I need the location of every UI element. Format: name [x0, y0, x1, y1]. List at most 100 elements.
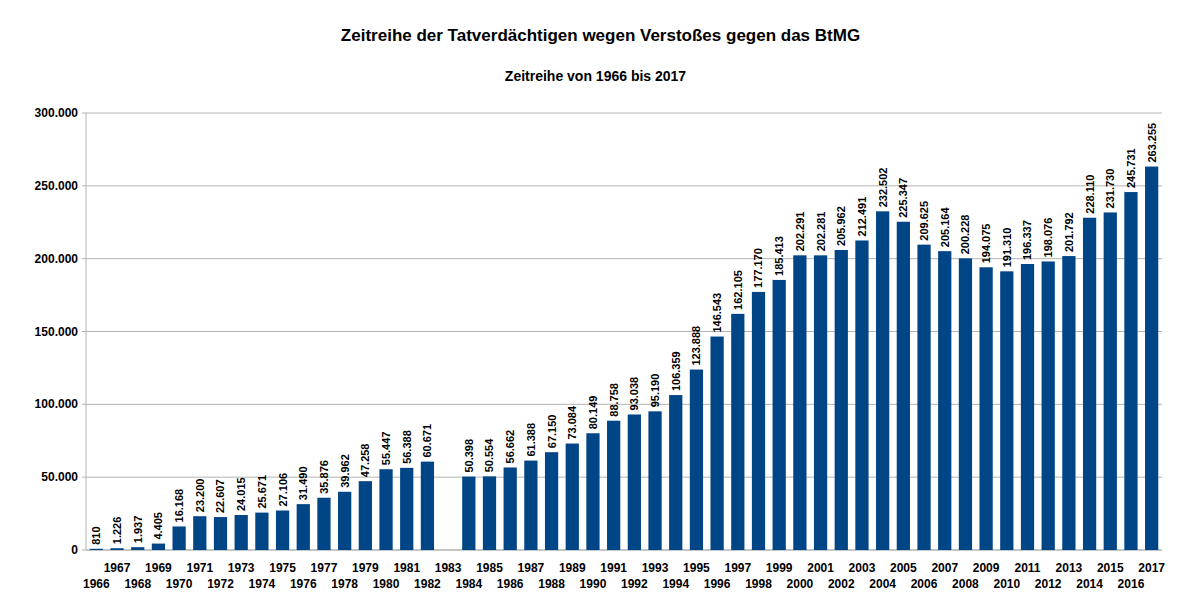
data-label: 810 [90, 526, 102, 544]
bar [586, 433, 599, 550]
x-tick-label: 1997 [724, 561, 751, 575]
data-label: 55.447 [380, 432, 392, 466]
bar [566, 444, 579, 550]
tick-mark [82, 185, 86, 186]
x-tick-label: 1985 [476, 561, 503, 575]
y-axis [86, 113, 87, 550]
x-tick-label: 1981 [393, 561, 420, 575]
y-tick-label: 300.000 [35, 106, 79, 120]
data-label: 198.076 [1042, 218, 1054, 258]
data-label: 88.758 [608, 383, 620, 417]
data-label: 202.291 [794, 212, 806, 252]
x-tick-label: 2002 [828, 577, 855, 591]
bar [773, 280, 786, 550]
x-tick-label: 2014 [1076, 577, 1103, 591]
data-label: 95.190 [649, 374, 661, 408]
y-tick-label: 250.000 [35, 179, 79, 193]
x-tick-label: 1974 [249, 577, 276, 591]
bar [1021, 264, 1034, 550]
y-tick-label: 200.000 [35, 252, 79, 266]
bar [1062, 256, 1075, 550]
tick-mark [82, 331, 86, 332]
bar [504, 467, 517, 550]
data-label: 146.543 [711, 293, 723, 333]
bar [1042, 261, 1055, 550]
x-tick-label: 2016 [1118, 577, 1145, 591]
data-label: 205.164 [939, 206, 951, 247]
bar [1083, 218, 1096, 550]
bar [483, 476, 496, 550]
data-label: 23.200 [194, 479, 206, 513]
x-tick-label: 2004 [869, 577, 896, 591]
bar [172, 526, 185, 550]
data-label: 22.607 [215, 479, 227, 513]
x-tick-label: 1992 [621, 577, 648, 591]
y-tick-label: 50.000 [41, 470, 78, 484]
x-tick-label: 1975 [269, 561, 296, 575]
x-tick-label: 2000 [787, 577, 814, 591]
data-label: 202.281 [815, 212, 827, 252]
x-tick-label: 1973 [228, 561, 255, 575]
data-label: 73.084 [566, 405, 578, 440]
x-tick-label: 1984 [455, 577, 482, 591]
x-tick-label: 1978 [331, 577, 358, 591]
x-tick-label: 1990 [580, 577, 607, 591]
x-tick-label: 1982 [414, 577, 441, 591]
x-tick-label: 2015 [1097, 561, 1124, 575]
bar [462, 477, 475, 550]
data-label: 24.015 [235, 477, 247, 511]
data-label: 232.502 [877, 168, 889, 208]
data-label: 231.730 [1104, 169, 1116, 209]
data-label: 61.388 [525, 423, 537, 457]
grid-line [86, 185, 1162, 186]
bar [669, 395, 682, 550]
data-label: 47.258 [359, 444, 371, 478]
x-tick-label: 1988 [538, 577, 565, 591]
x-tick-label: 2017 [1138, 561, 1165, 575]
data-label: 60.671 [421, 424, 433, 458]
chart: Zeitreihe der Tatverdächtigen wegen Vers… [0, 0, 1191, 605]
bar [338, 492, 351, 550]
data-label: 191.310 [1001, 228, 1013, 268]
x-tick-label: 1991 [600, 561, 627, 575]
x-tick-label: 1986 [497, 577, 524, 591]
tick-mark [82, 550, 86, 551]
y-tick-label: 150.000 [35, 325, 79, 339]
data-label: 185.413 [773, 236, 785, 276]
data-label: 225.347 [897, 178, 909, 218]
subtitle: Zeitreihe von 1966 bis 2017 [505, 68, 687, 84]
x-tick-label: 1987 [518, 561, 545, 575]
x-tick-label: 1989 [559, 561, 586, 575]
tick-mark [82, 404, 86, 405]
data-label: 56.388 [401, 430, 413, 464]
data-label: 25.671 [256, 475, 268, 509]
tick-mark [82, 477, 86, 478]
bar [793, 255, 806, 550]
bar [255, 513, 268, 550]
bar [607, 421, 620, 550]
bar [835, 250, 848, 550]
bar [648, 411, 661, 550]
bar [317, 498, 330, 550]
x-tick-label: 1983 [435, 561, 462, 575]
data-label: 1.226 [111, 517, 123, 545]
data-label: 200.228 [959, 215, 971, 255]
x-tick-label: 1966 [83, 577, 110, 591]
x-tick-label: 2008 [952, 577, 979, 591]
bar [421, 462, 434, 550]
x-tick-label: 2012 [1035, 577, 1062, 591]
bar [959, 258, 972, 550]
bar [731, 314, 744, 550]
x-tick-label: 1996 [704, 577, 731, 591]
y-tick-label: 100.000 [35, 397, 79, 411]
title: Zeitreihe der Tatverdächtigen wegen Vers… [341, 26, 860, 45]
x-tick-label: 2006 [911, 577, 938, 591]
data-label: 177.170 [753, 248, 765, 288]
bar [131, 547, 144, 550]
tick-mark [82, 258, 86, 259]
x-tick-label: 2010 [993, 577, 1020, 591]
data-label: 56.662 [504, 430, 516, 464]
x-tick-label: 1967 [104, 561, 131, 575]
bar [297, 504, 310, 550]
x-tick-label: 2007 [931, 561, 958, 575]
